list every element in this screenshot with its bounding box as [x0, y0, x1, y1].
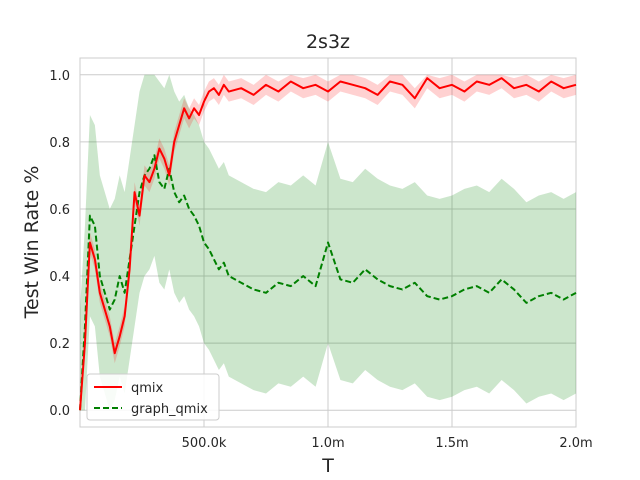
- legend-box: [86, 373, 220, 421]
- graph_qmix-line: [79, 154, 577, 411]
- x-tick-label: 1.0m: [311, 436, 344, 451]
- x-tick-label: 1.5m: [435, 436, 468, 451]
- y-axis-ticks: 0.0 0.2 0.4 0.6 0.8 1.0: [49, 69, 70, 419]
- y-tick-label: 1.0: [49, 69, 70, 84]
- series-lines: [79, 77, 577, 411]
- chart-title: 2s3z: [306, 31, 350, 53]
- legend: qmix graph_qmix: [86, 373, 220, 421]
- legend-label-qmix: qmix: [131, 381, 164, 396]
- x-axis-ticks: 500.0k 1.0m 1.5m 2.0m: [182, 436, 593, 451]
- y-axis-title: Test Win Rate %: [21, 166, 43, 320]
- x-tick-label: 2.0m: [559, 436, 592, 451]
- legend-label-graph_qmix: graph_qmix: [131, 402, 208, 417]
- x-axis-title: T: [321, 455, 334, 477]
- x-tick-label: 500.0k: [182, 436, 227, 451]
- y-tick-label: 0.6: [49, 203, 70, 218]
- y-tick-label: 0.4: [49, 270, 70, 285]
- y-tick-label: 0.8: [49, 136, 70, 151]
- qmix-line: [79, 77, 577, 411]
- y-tick-label: 0.0: [49, 404, 70, 419]
- grid: [80, 58, 577, 427]
- y-tick-label: 0.2: [49, 337, 70, 352]
